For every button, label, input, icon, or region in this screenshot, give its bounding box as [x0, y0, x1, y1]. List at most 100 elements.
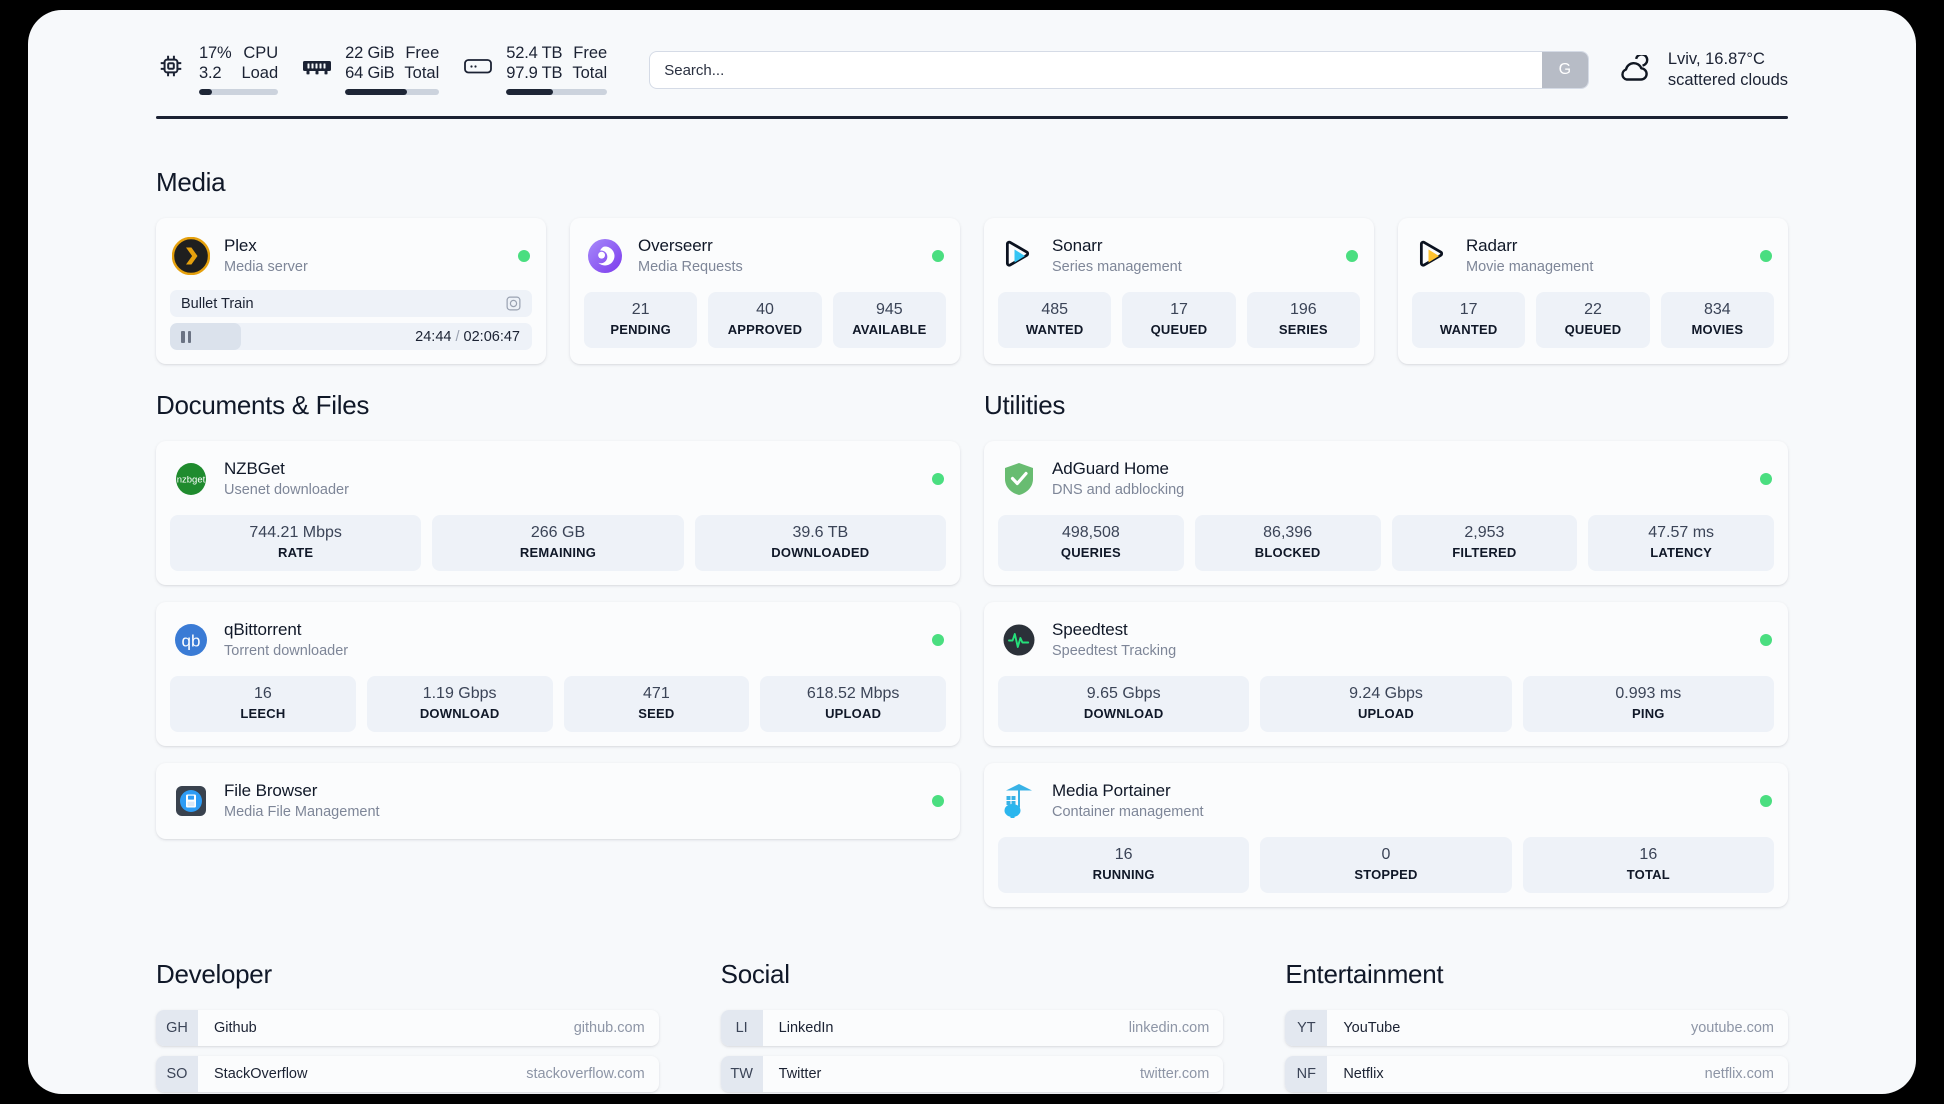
bookmark-url: netflix.com	[1704, 1066, 1774, 1082]
stat-chip: 86,396 BLOCKED	[1194, 515, 1381, 571]
bookmarks-grid: Developer GH Github github.com SO StackO…	[156, 959, 1788, 1094]
stat-chip: 498,508 QUERIES	[998, 515, 1184, 571]
browser-window: 17% 3.2 CPU Load	[28, 10, 1916, 1094]
section-title-documents: Documents & Files	[156, 390, 370, 420]
service-card-sonarr[interactable]: Sonarr Series management 485 WANTED 17 Q…	[984, 218, 1374, 364]
stat-value: 86,396	[1263, 524, 1313, 541]
stat-value: 0	[1381, 846, 1391, 863]
card-header: Plex Media server	[170, 232, 532, 280]
stat-chip: 266 GB REMAINING	[432, 515, 684, 571]
plex-now-playing: Bullet Train	[170, 290, 532, 317]
service-card-speedtest[interactable]: Speedtest Speedtest Tracking 9.65 Gbps D…	[984, 602, 1788, 746]
bookmark-item-stackoverflow[interactable]: SO StackOverflow stackoverflow.com	[156, 1056, 659, 1092]
card-header: Media Portainer Container management	[998, 777, 1774, 825]
app-name: Media Portainer	[1052, 781, 1171, 800]
bookmark-badge: GH	[156, 1010, 198, 1046]
service-card-nzbget[interactable]: nzbget NZBGet Usenet downloader 74	[156, 441, 960, 585]
stat-chip: 16 RUNNING	[998, 837, 1250, 893]
stat-chip-row: 485 WANTED 17 QUEUED 196 SERIES	[998, 292, 1360, 348]
service-card-overseerr[interactable]: Overseerr Media Requests 21 PENDING 40 A…	[570, 218, 960, 364]
stat-value: 16	[253, 685, 272, 702]
cast-icon[interactable]	[506, 296, 521, 311]
stat-value: 22	[1584, 301, 1602, 318]
stat-value: 39.6 TB	[792, 524, 849, 541]
dashboard-content: Media Plex Media server	[28, 167, 1916, 1094]
stat-value: 47.57 ms	[1648, 524, 1715, 541]
stat-value: 16	[1639, 846, 1658, 863]
bookmark-item-twitter[interactable]: TW Twitter twitter.com	[720, 1056, 1224, 1092]
search-input[interactable]	[650, 52, 1542, 88]
stat-label: UPLOAD	[825, 706, 882, 721]
ram-total-label: Total	[404, 64, 440, 82]
bookmark-item-linkedin[interactable]: LI LinkedIn linkedin.com	[720, 1010, 1224, 1046]
weather-location-temp: Lviv, 16.87°C	[1667, 50, 1765, 68]
bookmark-group-title: Social	[720, 959, 790, 989]
cloud-icon	[1615, 55, 1655, 85]
stat-label: SERIES	[1278, 322, 1328, 337]
sonarr-icon	[1000, 237, 1038, 275]
card-header: Overseerr Media Requests	[584, 232, 946, 280]
app-subtitle: Media File Management	[224, 804, 380, 820]
app-name: Radarr	[1466, 236, 1518, 255]
stat-label: MOVIES	[1691, 322, 1744, 337]
service-card-file-browser[interactable]: File Browser Media File Management	[156, 763, 960, 839]
stat-label: QUERIES	[1060, 545, 1121, 560]
stat-value: 40	[756, 301, 774, 318]
app-subtitle: Speedtest Tracking	[1052, 643, 1177, 659]
search-area: G	[649, 51, 1589, 89]
bookmark-url: twitter.com	[1140, 1066, 1210, 1082]
stat-label: STOPPED	[1354, 867, 1418, 882]
bookmark-item-github[interactable]: GH Github github.com	[156, 1010, 659, 1046]
stat-chip: 16 LEECH	[170, 676, 356, 732]
cpu-icon	[156, 51, 186, 81]
card-header: Radarr Movie management	[1412, 232, 1774, 280]
stat-value: 471	[643, 685, 670, 702]
pause-icon[interactable]	[181, 330, 191, 343]
status-badge	[1760, 250, 1772, 262]
stat-chip-row: 17 WANTED 22 QUEUED 834 MOVIES	[1412, 292, 1774, 348]
bookmark-item-netflix[interactable]: NF Netflix netflix.com	[1285, 1056, 1788, 1092]
status-badge	[1760, 634, 1772, 646]
stat-value: 196	[1289, 301, 1317, 318]
radarr-icon	[1414, 237, 1452, 275]
plex-progress-bar[interactable]: 24:44 / 02:06:47	[170, 323, 532, 350]
bookmark-badge: NF	[1285, 1056, 1328, 1092]
search-box[interactable]: G	[649, 51, 1589, 89]
bookmark-item-youtube[interactable]: YT YouTube youtube.com	[1285, 1010, 1788, 1046]
bookmark-name: YouTube	[1343, 1020, 1401, 1036]
stat-label: FILTERED	[1452, 545, 1517, 560]
cpu-stat-group: 17% 3.2 CPU Load	[156, 43, 279, 95]
disk-stat-group: 52.4 TB 97.9 TB Free Total	[463, 43, 608, 95]
stat-value: 498,508	[1061, 524, 1120, 541]
plex-media-title: Bullet Train	[181, 295, 254, 312]
status-badge	[932, 250, 944, 262]
svg-text:nzbget: nzbget	[177, 475, 206, 486]
stat-chip-row: 498,508 QUERIES 86,396 BLOCKED 2,953 FIL…	[998, 515, 1774, 571]
service-card-media-portainer[interactable]: Media Portainer Container management 16 …	[984, 763, 1788, 907]
status-badge	[518, 250, 530, 262]
plex-icon	[172, 237, 210, 275]
stat-label: APPROVED	[727, 322, 803, 337]
stat-chip: 945 AVAILABLE	[832, 292, 946, 348]
service-card-plex[interactable]: Plex Media server Bullet Train	[156, 218, 546, 364]
app-subtitle: Series management	[1052, 259, 1182, 275]
stat-label: TOTAL	[1626, 867, 1670, 882]
plex-elapsed: 24:44	[415, 328, 452, 345]
search-engine-button[interactable]: G	[1541, 52, 1588, 88]
header-divider	[156, 116, 1788, 119]
stat-chip: 0.993 ms PING	[1522, 676, 1774, 732]
plex-time-separator: /	[455, 328, 460, 345]
bookmark-url: youtube.com	[1690, 1020, 1774, 1036]
app-name: Overseerr	[638, 236, 713, 255]
stat-label: WANTED	[1025, 322, 1084, 337]
service-card-qbittorrent[interactable]: qb qBittorrent Torrent downloader	[156, 602, 960, 746]
cpu-load-value: 3.2	[199, 64, 222, 82]
ram-free-label: Free	[405, 44, 440, 62]
weather-description: scattered clouds	[1667, 71, 1788, 89]
stat-chip: 618.52 Mbps UPLOAD	[760, 676, 946, 732]
bookmark-url: stackoverflow.com	[526, 1066, 645, 1082]
service-card-adguard-home[interactable]: AdGuard Home DNS and adblocking 498,508 …	[984, 441, 1788, 585]
service-card-radarr[interactable]: Radarr Movie management 17 WANTED 22 QUE…	[1398, 218, 1788, 364]
stat-label: PING	[1632, 706, 1665, 721]
stat-chip: 17 WANTED	[1412, 292, 1526, 348]
